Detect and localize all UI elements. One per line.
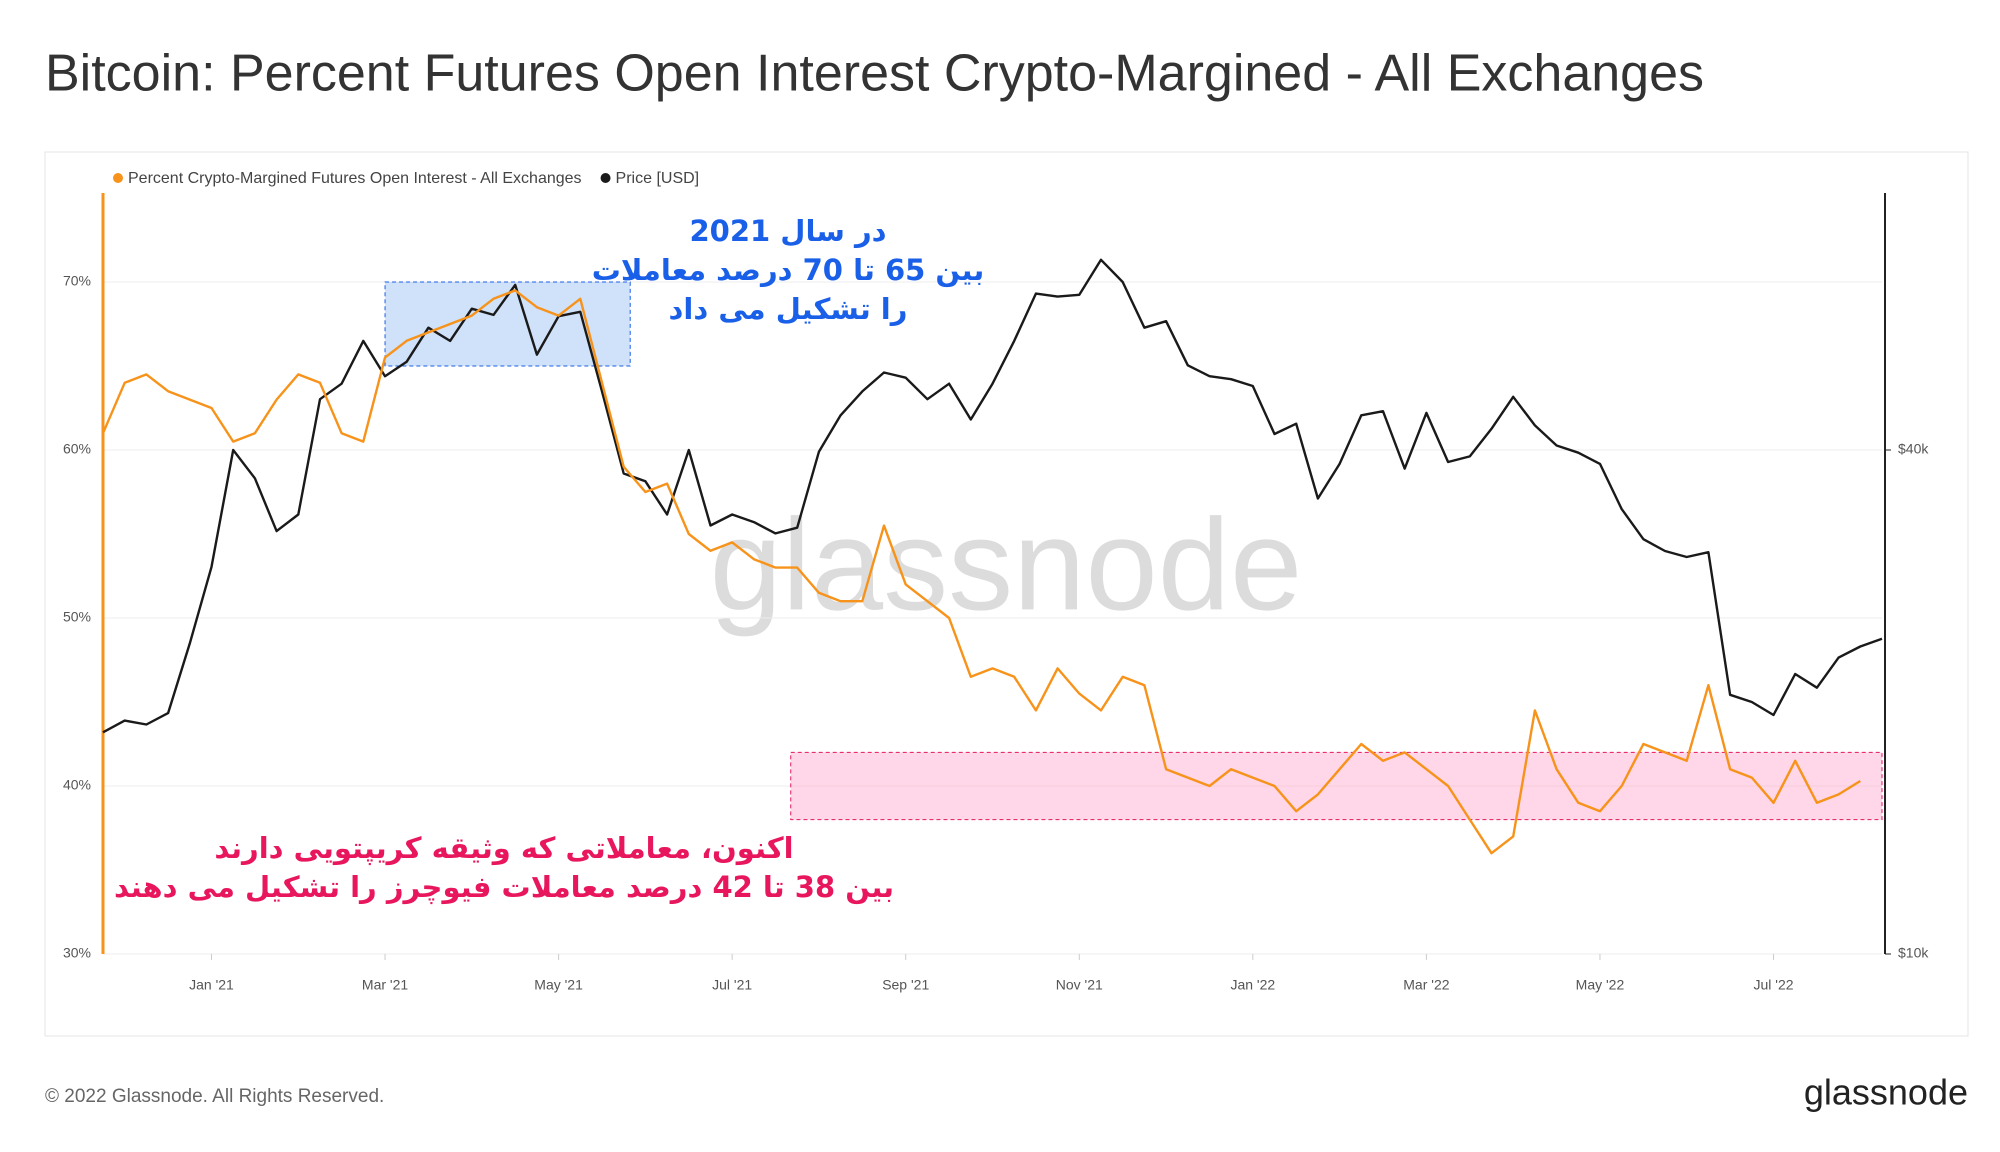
footer: © 2022 Glassnode. All Rights Reserved. bbox=[45, 1086, 384, 1107]
y2-tick-label: $10k bbox=[1898, 945, 1929, 961]
series-line bbox=[101, 289, 1861, 855]
y2-tick-label: $40k bbox=[1898, 441, 1929, 457]
annotation: بین 38 تا 42 درصد معاملات فیوچرز را تشکی… bbox=[114, 870, 894, 905]
chart-frame bbox=[44, 151, 1969, 1037]
y-tick-label: 50% bbox=[63, 609, 91, 625]
legend-label: Price [USD] bbox=[616, 170, 700, 187]
y-tick-label: 70% bbox=[63, 273, 91, 289]
y-tick-label: 30% bbox=[63, 945, 91, 961]
y-tick-label: 60% bbox=[63, 441, 91, 457]
x-tick-label: Jan '22 bbox=[1230, 977, 1275, 993]
watermark: glassnode bbox=[710, 491, 1303, 637]
annotation: در سال 2021 bbox=[689, 214, 886, 248]
annotation: را تشکیل می داد bbox=[669, 292, 908, 326]
y-tick-label: 40% bbox=[63, 777, 91, 793]
x-tick-label: Mar '22 bbox=[1403, 977, 1449, 993]
series-line bbox=[102, 258, 1883, 734]
x-tick-label: Mar '21 bbox=[362, 977, 408, 993]
x-tick-label: May '21 bbox=[534, 977, 583, 993]
x-tick-label: May '22 bbox=[1576, 977, 1625, 993]
annotation: بین 65 تا 70 درصد معاملات bbox=[592, 253, 985, 287]
annotation: اکنون، معاملاتی که وثیقه کریپتویی دارند bbox=[214, 831, 793, 866]
x-tick-label: Jan '21 bbox=[189, 977, 234, 993]
x-tick-label: Nov '21 bbox=[1056, 977, 1103, 993]
legend-label: Percent Crypto-Margined Futures Open Int… bbox=[128, 170, 582, 187]
highlight-region bbox=[790, 751, 1883, 821]
legend-marker bbox=[600, 173, 611, 183]
legend-marker bbox=[113, 173, 123, 183]
x-tick-label: Jul '22 bbox=[1754, 977, 1794, 993]
logo: glassnode bbox=[1804, 1072, 1968, 1113]
chart-title: Bitcoin: Percent Futures Open Interest C… bbox=[45, 45, 1704, 103]
x-tick-label: Sep '21 bbox=[882, 977, 929, 993]
x-tick-label: Jul '21 bbox=[712, 977, 752, 993]
